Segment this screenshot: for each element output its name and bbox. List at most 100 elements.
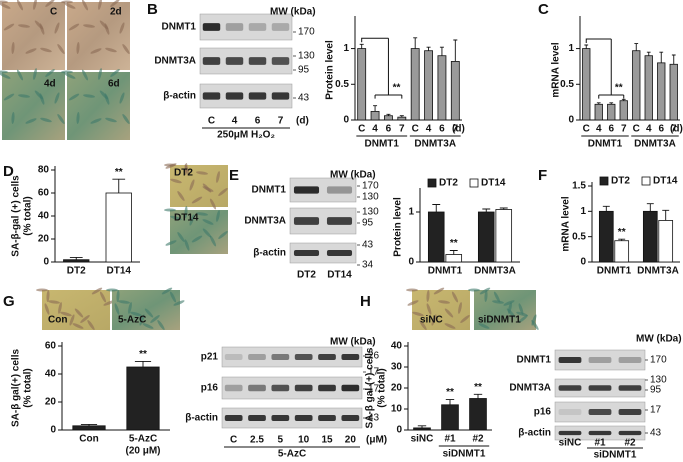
x-tick-label: DNMT1 (597, 266, 632, 277)
blot-band (558, 385, 582, 391)
lane-label: 2.5 (250, 435, 264, 446)
x-tick-label: 7 (621, 124, 627, 135)
significance: ** (446, 387, 454, 398)
blot-band (248, 57, 267, 65)
bar (642, 210, 658, 263)
y-tick-label: 60 (45, 341, 57, 352)
blot-band (558, 357, 582, 363)
significance: ** (474, 382, 482, 393)
cell (3, 23, 15, 31)
blot-band (618, 357, 642, 363)
x-tick-label: siNC (411, 434, 434, 445)
y-axis-label: (% total) (23, 196, 34, 235)
cell (460, 315, 470, 323)
mw-title: MW (kDa) (330, 337, 376, 348)
cell (90, 48, 102, 54)
cell (36, 288, 48, 292)
legend-label: DT2 (439, 178, 458, 189)
x-tick-label: 6 (386, 124, 392, 135)
cell (412, 311, 424, 317)
cell (3, 93, 15, 101)
error-bar (417, 425, 427, 428)
cell (58, 302, 62, 314)
cell (196, 212, 208, 216)
y-axis-label: Protein level (393, 197, 404, 257)
micrograph (2, 2, 65, 70)
error-bar (445, 399, 455, 405)
x-tick-label: 7 (671, 124, 677, 135)
blot-band (294, 415, 313, 421)
error-bar (359, 43, 364, 49)
cell (68, 93, 80, 101)
error-bar (609, 102, 614, 105)
x-tick-label: 7 (453, 124, 459, 135)
cell (202, 228, 212, 238)
cell (16, 69, 24, 81)
mw-marker: 17 (368, 384, 380, 395)
cell (173, 300, 185, 306)
blot-membrane (221, 407, 363, 429)
blot-membrane (289, 242, 357, 264)
cell (76, 112, 80, 124)
blot-band (225, 92, 244, 100)
blot-band (341, 354, 360, 360)
blot-row-label: DNMT1 (252, 185, 287, 196)
micrograph (67, 2, 130, 70)
group-label: DNMT3A (414, 139, 456, 150)
blot-band (225, 23, 244, 31)
error-bar (596, 102, 601, 105)
cell (18, 24, 30, 28)
group-label: siDNMT1 (443, 449, 486, 460)
cell (189, 179, 195, 191)
bar (607, 103, 616, 121)
blot-row-label: DNMT3A (509, 383, 551, 394)
x-tick-label: 6 (658, 124, 664, 135)
bar (598, 210, 614, 263)
bar (397, 116, 407, 121)
cell (45, 69, 55, 77)
cell (98, 68, 102, 80)
cell (110, 69, 120, 77)
y-tick-label: 30 (391, 362, 403, 373)
lane-label: DT14 (327, 270, 352, 281)
error-bar (386, 113, 391, 116)
bar (644, 55, 653, 121)
x-tick-label: 6 (439, 124, 445, 135)
blot-band (293, 250, 320, 256)
bar (126, 366, 160, 431)
error-bar (69, 256, 83, 260)
blot-band (294, 354, 313, 360)
bar (477, 211, 495, 263)
cell (39, 93, 45, 105)
x-tick-label: 4 (372, 124, 378, 135)
bracket (585, 38, 625, 99)
cell (39, 23, 45, 35)
treatment-label: siDNMT1 (594, 450, 637, 461)
cell (196, 171, 208, 175)
y-tick-label: 0 (580, 257, 586, 268)
blot-row-label: β-actin (253, 248, 286, 259)
mw-marker: 26 (368, 351, 380, 362)
y-tick-label: 0.5 (572, 231, 586, 242)
cell (150, 315, 160, 323)
cell (191, 196, 203, 204)
blot-band (248, 384, 266, 392)
blot-band (318, 384, 336, 392)
panel-letter: E (229, 167, 239, 184)
mw-title: MW (kDa) (330, 170, 376, 181)
y-axis-label: mRNA level (561, 196, 572, 251)
error-bar (499, 207, 508, 210)
cell (479, 287, 491, 295)
blot-row-label: DNMT1 (517, 355, 552, 366)
lane-label: 15 (321, 435, 333, 446)
bar (437, 55, 447, 121)
blot-row-label: p16 (534, 407, 552, 418)
lane-label: C (230, 435, 237, 446)
cell (103, 300, 115, 306)
x-tick-label: 5-AzC (129, 434, 157, 445)
lane-unit: (μM) (366, 435, 387, 446)
error-bar (584, 44, 589, 49)
cell (68, 23, 80, 31)
cell (122, 44, 130, 54)
x-tick-label: DT2 (67, 266, 86, 277)
